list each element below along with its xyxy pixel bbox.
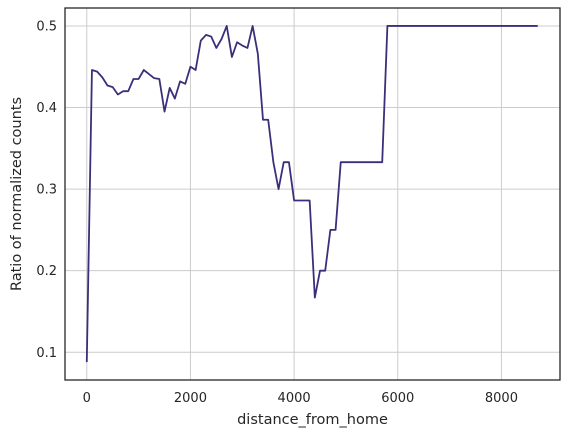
y-axis-label: Ratio of normalized counts (9, 97, 25, 291)
y-tick-label: 0.3 (36, 183, 57, 198)
grid-lines (65, 8, 560, 380)
x-tick-label: 6000 (381, 391, 414, 406)
x-tick-label: 4000 (278, 391, 311, 406)
x-axis-ticks: 0 2000 4000 6000 8000 (83, 391, 518, 406)
series-line-group (85, 25, 538, 363)
y-tick-label: 0.2 (36, 264, 57, 279)
y-tick-label: 0.1 (36, 346, 57, 361)
series-line (85, 25, 538, 363)
x-tick-label: 8000 (485, 391, 518, 406)
plot-frame (64, 7, 561, 381)
y-tick-label: 0.4 (36, 101, 57, 116)
x-tick-label: 2000 (174, 391, 207, 406)
y-tick-label: 0.5 (36, 19, 57, 34)
x-tick-label: 0 (83, 391, 91, 406)
y-axis-ticks: 0.1 0.2 0.3 0.4 0.5 (36, 19, 57, 360)
x-axis-label: distance_from_home (237, 412, 388, 428)
